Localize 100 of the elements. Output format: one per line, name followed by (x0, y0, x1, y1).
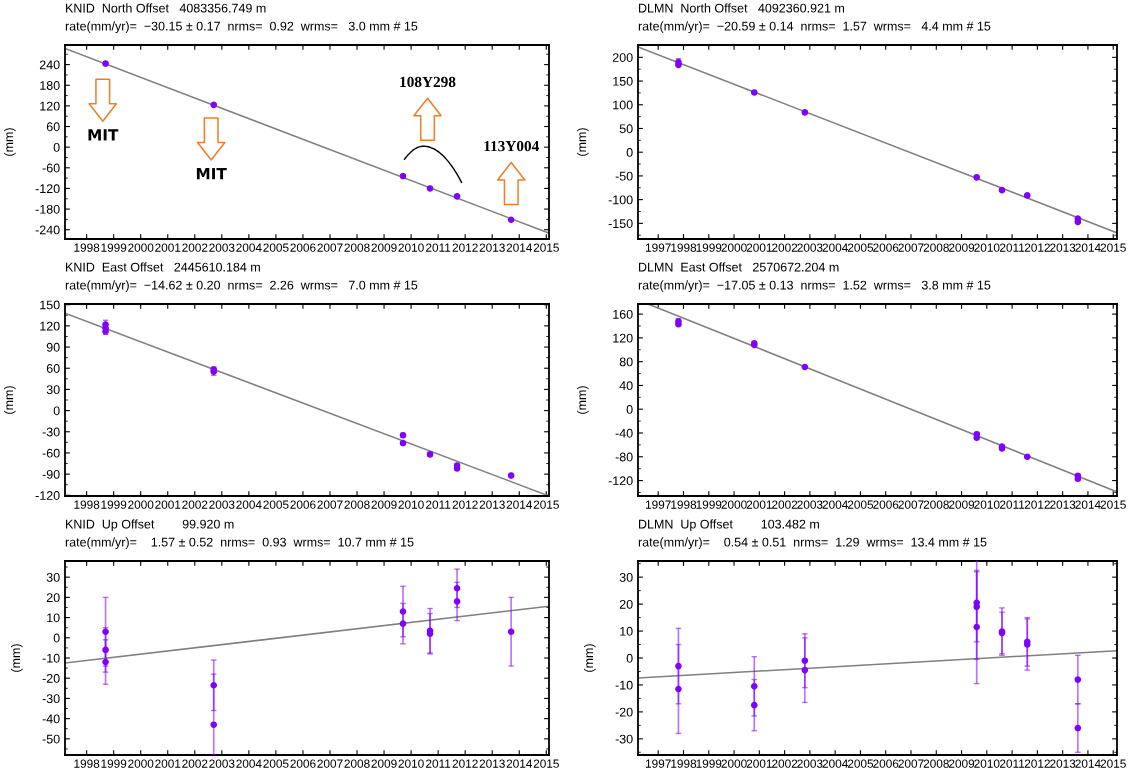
y-tick-label: 120 (613, 333, 633, 343)
y-tick-label: 200 (612, 53, 633, 62)
x-tick-label: 2012 (1024, 759, 1050, 768)
x-tick-label: 2007 (898, 500, 924, 509)
y-tick-label: 30 (619, 572, 633, 582)
y-axis-title: (mm) (577, 386, 589, 414)
x-tick-label: 2014 (506, 500, 533, 509)
x-tick-label: 2004 (236, 759, 262, 768)
annotation: 113Y004 (484, 140, 539, 152)
y-axis-title: (mm) (577, 128, 589, 156)
y-tick-label: -50 (615, 171, 633, 181)
x-tick-label: 2015 (1100, 500, 1126, 509)
y-tick-label: -80 (615, 452, 633, 462)
x-tick-label: 2010 (974, 243, 1000, 252)
x-tick-label: 2006 (873, 759, 899, 768)
x-tick-label: 2015 (1100, 243, 1126, 252)
x-tick-label: 1999 (101, 500, 127, 509)
x-tick-label: 2010 (398, 500, 424, 509)
x-tick-label: 2000 (721, 243, 747, 252)
y-tick-label: -120 (35, 184, 60, 194)
x-tick-label: 2007 (317, 243, 343, 252)
y-tick-label: 40 (619, 381, 633, 391)
x-tick-label: 1999 (696, 243, 722, 252)
y-tick-label: 150 (613, 76, 633, 86)
x-tick-label: 2014 (506, 759, 533, 768)
x-tick-label: 2001 (155, 500, 181, 509)
x-tick-label: 2010 (398, 759, 424, 768)
y-axis-title: (mm) (4, 128, 16, 156)
y-axis-title: (mm) (583, 644, 596, 672)
x-tick-label: 2011 (1000, 500, 1025, 509)
x-tick-label: 2008 (344, 500, 370, 509)
x-tick-label: 1999 (101, 243, 127, 252)
x-tick-label: 2002 (772, 759, 798, 768)
x-tick-label: 1999 (696, 500, 722, 509)
x-tick-label: 2010 (974, 500, 1000, 509)
x-tick-label: 2005 (847, 759, 874, 768)
x-tick-label: 2004 (822, 500, 848, 509)
y-tick-label: 0 (626, 148, 633, 157)
y-tick-label: 0 (53, 406, 60, 416)
y-axis-title: (mm) (4, 386, 16, 414)
chart-title: KNID East Offset 2445610.184 m (66, 262, 260, 272)
x-tick-label: 1998 (74, 500, 100, 509)
y-tick-label: 10 (47, 613, 60, 623)
x-tick-label: 1997 (645, 759, 671, 768)
x-tick-label: 1998 (74, 759, 100, 768)
chart-title: KNID North Offset 4083356.749 m (66, 3, 266, 13)
x-tick-label: 2012 (1024, 243, 1050, 252)
x-tick-label: 2001 (155, 759, 181, 768)
y-axis-title: (mm) (10, 644, 23, 672)
x-tick-label: 1999 (101, 759, 127, 768)
x-tick-label: 2015 (533, 243, 559, 252)
y-tick-label: 20 (46, 593, 60, 603)
x-tick-label: 2006 (873, 243, 899, 252)
y-tick-label: -90 (42, 469, 60, 479)
x-tick-label: 2009 (371, 759, 397, 768)
x-tick-label: 2004 (822, 759, 848, 768)
x-tick-label: 2000 (128, 243, 154, 252)
x-tick-label: 2009 (949, 759, 975, 768)
chart-title: KNID Up Offset 99.920 m (66, 519, 234, 531)
x-tick-label: 2000 (128, 500, 154, 509)
y-tick-label: 120 (40, 101, 60, 111)
x-tick-label: 2007 (898, 243, 924, 252)
x-tick-label: 2003 (209, 243, 235, 252)
x-tick-label: 1997 (645, 500, 671, 509)
y-tick-label: -180 (35, 204, 60, 214)
x-tick-label: 1998 (671, 759, 697, 768)
y-tick-label: 50 (619, 124, 633, 134)
x-tick-label: 2004 (822, 243, 848, 252)
chart-title: DLMN Up Offset 103.482 m (639, 519, 819, 531)
x-tick-label: 2000 (128, 759, 154, 768)
y-tick-label: 240 (39, 60, 60, 70)
chart-subtitle: rate(mm/yr)= 0.54 ± 0.51 nrms= 1.29 wrms= 13.4 mm # 15 (638, 537, 987, 549)
y-tick-label: 160 (613, 309, 633, 319)
chart-subtitle: rate(mm/yr)= −17.05 ± 0.13 nrms= 1.52 wrms= 3.8 mm # 15 (638, 280, 991, 292)
x-tick-label: 2007 (317, 500, 343, 509)
y-tick-label: -150 (608, 219, 633, 228)
x-tick-label: 2014 (1075, 500, 1101, 509)
x-tick-label: 2008 (923, 243, 949, 252)
y-tick-label: -100 (608, 195, 633, 205)
x-tick-label: 2005 (263, 500, 289, 509)
x-tick-label: 2014 (1075, 759, 1101, 768)
x-tick-label: 2013 (1050, 759, 1076, 768)
x-tick-label: 2002 (182, 759, 208, 768)
chart-subtitle: rate(mm/yr)= −30.15 ± 0.17 nrms= 0.92 wrms= 3.0 mm # 15 (65, 21, 418, 33)
x-tick-label: 2005 (847, 243, 874, 252)
y-tick-label: 30 (46, 385, 60, 395)
x-tick-label: 2015 (533, 759, 559, 768)
x-tick-label: 2013 (1050, 500, 1076, 509)
y-tick-label: 120 (40, 321, 60, 331)
x-tick-label: 2006 (873, 500, 899, 509)
x-tick-label: 2001 (746, 500, 772, 509)
x-tick-label: 2011 (1000, 243, 1025, 252)
x-tick-label: 2007 (317, 759, 343, 768)
x-tick-label: 2015 (533, 500, 559, 509)
y-tick-label: 0 (626, 405, 633, 414)
x-tick-label: 2002 (772, 243, 798, 252)
y-tick-label: -240 (35, 225, 60, 235)
y-tick-label: -40 (42, 714, 60, 724)
x-tick-label: 2003 (797, 759, 823, 768)
x-tick-label: 2013 (479, 759, 505, 768)
